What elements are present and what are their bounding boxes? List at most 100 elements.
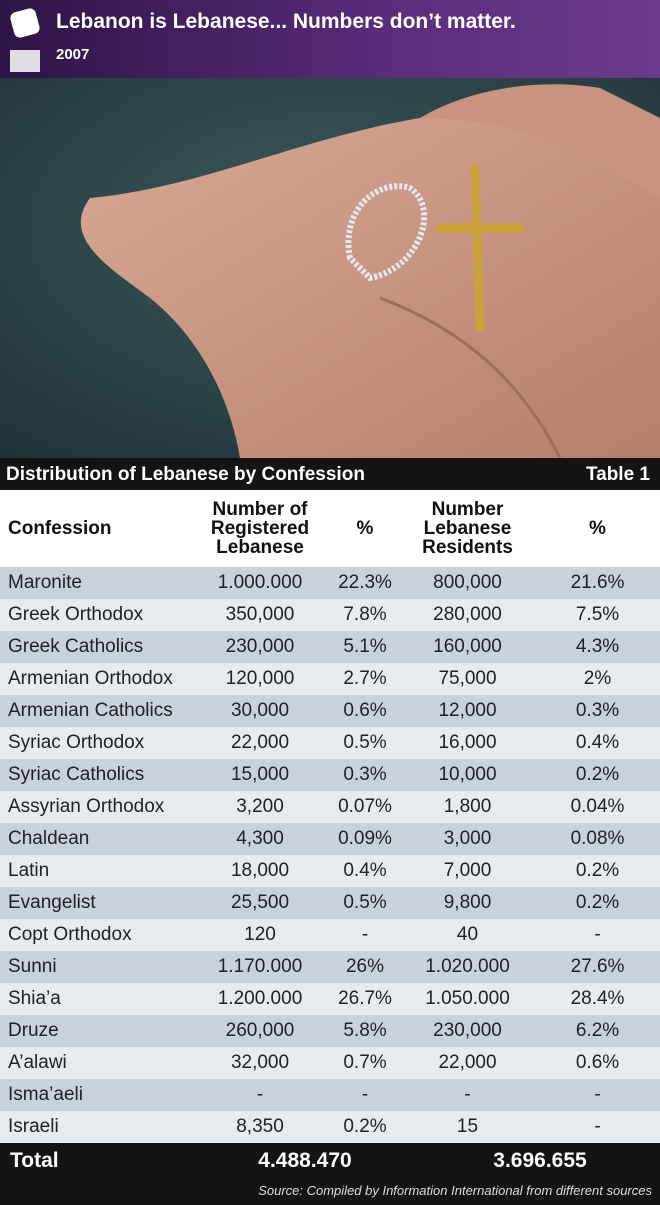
table-cell: 1.000.000 — [217, 572, 303, 593]
row-label: Maronite — [8, 572, 82, 593]
table-cell: 0.3% — [343, 764, 387, 785]
total-label: Total — [10, 1148, 59, 1172]
row-label: Shia’a — [8, 988, 61, 1009]
row-label: Greek Catholics — [8, 636, 144, 657]
table-row: Sunni 1.170.000 26% 1.020.000 27.6% — [0, 951, 660, 983]
table-row: Armenian Orthodox 120,000 2.7% 75,000 2% — [0, 663, 660, 695]
table-cell: 5.8% — [343, 1020, 387, 1041]
total-registered: 4.488.470 — [258, 1148, 352, 1172]
table-cell: 4.3% — [575, 636, 620, 657]
logo — [10, 8, 40, 72]
header-title: Lebanon is Lebanese... Numbers don’t mat… — [56, 10, 516, 33]
table-row: Isma’aeli - - - - — [0, 1079, 660, 1111]
row-label: Copt Orthodox — [8, 924, 132, 945]
table-cell: 1.170.000 — [217, 956, 303, 977]
table-cell: 280,000 — [433, 604, 502, 625]
table-cell: 0.07% — [338, 796, 392, 817]
row-label: Evangelist — [8, 892, 96, 913]
table-cell: 15 — [456, 1116, 479, 1137]
column-header: % — [589, 518, 606, 539]
column-header: Confession — [8, 518, 112, 539]
table-row: Assyrian Orthodox 3,200 0.07% 1,800 0.04% — [0, 791, 660, 823]
table-cell: 0.2% — [343, 1116, 387, 1137]
table-cell: 22.3% — [338, 572, 392, 593]
table-cell: 0.6% — [343, 700, 387, 721]
table-cell: - — [594, 1084, 601, 1105]
table-cell: 5.1% — [343, 636, 387, 657]
table-cell: 22,000 — [438, 1052, 497, 1073]
table-cell: 16,000 — [438, 732, 497, 753]
column-header: % — [356, 518, 374, 539]
table-cell: 21.6% — [570, 572, 625, 593]
table-cell: 28.4% — [570, 988, 625, 1009]
row-label: Armenian Catholics — [8, 700, 173, 721]
table-cell: - — [594, 1116, 601, 1137]
row-label: Syriac Catholics — [8, 764, 145, 785]
table-cell: 7,000 — [443, 860, 492, 881]
table-cell: 0.4% — [343, 860, 387, 881]
table-cell: 0.7% — [343, 1052, 387, 1073]
table-cell: 75,000 — [438, 668, 497, 689]
table-cell: 8,350 — [236, 1116, 284, 1137]
table-cell: 1.200.000 — [217, 988, 303, 1009]
table-cell: - — [361, 924, 369, 945]
row-label: A’alawi — [8, 1052, 67, 1073]
table-cell: 3,200 — [236, 796, 284, 817]
row-label: Assyrian Orthodox — [8, 796, 165, 817]
table-cell: 4,300 — [236, 828, 284, 849]
table-cell: 160,000 — [433, 636, 502, 657]
row-label: Latin — [8, 860, 50, 881]
table-cell: 0.2% — [575, 892, 620, 913]
table-row: Israeli 8,350 0.2% 15 - — [0, 1111, 660, 1143]
table-cell: 260,000 — [225, 1020, 295, 1041]
column-header: Number of Registered Lebanese — [210, 499, 310, 558]
table-row: Copt Orthodox 120 - 40 - — [0, 919, 660, 951]
header-year: 2007 — [56, 46, 90, 63]
table-cell: 2.7% — [343, 668, 387, 689]
table-cell: 0.6% — [575, 1052, 620, 1073]
table-label: Table 1 — [585, 464, 650, 485]
table-row: Evangelist 25,500 0.5% 9,800 0.2% — [0, 887, 660, 919]
table-row: Shia’a 1.200.000 26.7% 1.050.000 28.4% — [0, 983, 660, 1015]
row-label: Sunni — [8, 956, 57, 977]
table-title: Distribution of Lebanese by Confession — [6, 464, 365, 485]
table-cell: 7.5% — [575, 604, 620, 625]
table-cell: - — [594, 924, 601, 945]
table-cell: 18,000 — [230, 860, 290, 881]
photo — [0, 78, 660, 458]
row-label: Armenian Orthodox — [8, 668, 173, 689]
table-cell: 0.04% — [570, 796, 625, 817]
table-row: Armenian Catholics 30,000 0.6% 12,000 0.3% — [0, 695, 660, 727]
source-note: Source: Compiled by Information Internat… — [258, 1182, 652, 1198]
table-cell: 230,000 — [225, 636, 295, 657]
table-cell: 9,800 — [443, 892, 492, 913]
table-cell: 120 — [244, 924, 276, 945]
table-cell: 6.2% — [575, 1020, 620, 1041]
table-cell: 0.4% — [575, 732, 620, 753]
table-cell: 26% — [345, 956, 385, 977]
table-row: A’alawi 32,000 0.7% 22,000 0.6% — [0, 1047, 660, 1079]
header-bar: Lebanon is Lebanese... Numbers don’t mat… — [0, 0, 660, 78]
table-cell: 40 — [456, 924, 479, 945]
row-label: Syriac Orthodox — [8, 732, 145, 753]
table-row: Chaldean 4,300 0.09% 3,000 0.08% — [0, 823, 660, 855]
table-row: Druze 260,000 5.8% 230,000 6.2% — [0, 1015, 660, 1047]
table-row: Syriac Catholics 15,000 0.3% 10,000 0.2% — [0, 759, 660, 791]
table-row: Maronite 1.000.000 22.3% 800,000 21.6% — [0, 567, 660, 599]
table-cell: 3,000 — [443, 828, 492, 849]
row-label: Chaldean — [8, 828, 90, 849]
table-row: Syriac Orthodox 22,000 0.5% 16,000 0.4% — [0, 727, 660, 759]
table-cell: 25,500 — [230, 892, 290, 913]
table-cell: 15,000 — [230, 764, 290, 785]
table-cell: 0.2% — [575, 764, 620, 785]
total-residents: 3.696.655 — [493, 1148, 587, 1172]
table-row: Greek Catholics 230,000 5.1% 160,000 4.3% — [0, 631, 660, 663]
table-cell: 32,000 — [230, 1052, 290, 1073]
table-cell: 1,800 — [443, 796, 492, 817]
table-cell: 350,000 — [225, 604, 295, 625]
table-cell: 0.5% — [343, 892, 387, 913]
table-cell: 22,000 — [230, 732, 290, 753]
row-label: Isma’aeli — [8, 1084, 83, 1105]
row-label: Druze — [8, 1020, 59, 1041]
table-row: Latin 18,000 0.4% 7,000 0.2% — [0, 855, 660, 887]
